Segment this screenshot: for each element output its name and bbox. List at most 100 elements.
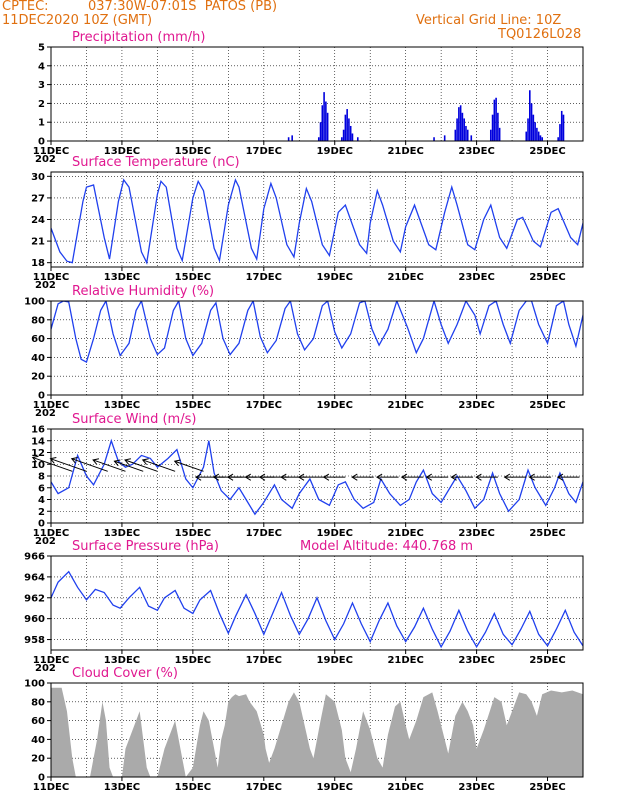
precip-bar [463,118,465,141]
x-tick-label: 25DEC [529,782,565,793]
x-tick-label: 13DEC [104,146,140,157]
panel-pressure: 958 960 962 964 966 11DEC 13DEC 15DEC 17DEC 19DEC… [24,539,584,674]
precip-bar [534,122,536,141]
y-tick-label: 4 [38,61,45,72]
y-tick-label: 958 [24,635,45,646]
panel-frame [50,300,584,396]
wind-vector [114,460,144,472]
y-tick-label: 3 [38,80,45,91]
wind-vector [124,459,158,472]
precip-bar [465,125,467,141]
y-tick-label: 14 [31,436,45,447]
wind-vector-head [280,473,287,481]
precip-bar [356,137,359,141]
precip-bar [541,137,544,141]
y-tick-label: 16 [31,425,45,436]
x-tick-label: 23DEC [458,782,494,793]
x-tick-label: 19DEC [317,272,353,283]
y-tick-label: 5 [38,43,45,54]
humidity-title: Relative Humidity (%) [72,284,214,299]
y-tick-label: 0 [38,519,45,530]
y-tick-label: 8 [38,472,45,483]
x-tick-label: 19DEC [317,400,353,411]
wind-vector-head [503,473,511,481]
precip-bar [456,118,458,141]
x-tick-label: 23DEC [458,400,494,411]
precip-bar [348,118,350,141]
y-tick-label: 0 [38,137,45,148]
wind-vector [142,459,176,472]
wind-vector-head [376,473,383,481]
x-tick-label: 25DEC [529,400,565,411]
precip-bar [498,127,501,141]
precip-bar [319,122,322,141]
precip-bar [489,129,492,141]
precip-bar [433,137,435,141]
wind-vector-head [400,473,408,481]
wind-vector-head [450,473,457,481]
wind-vector-head [297,473,305,481]
precip-bar [527,118,529,141]
x-tick-label: 23DEC [458,528,494,539]
precip-bar [491,114,494,141]
y-tick-label: 962 [24,593,45,604]
precip-bar [323,92,325,141]
precip-bar [537,131,540,141]
y-tick-label: 24 [31,215,45,226]
y-tick-label: 21 [31,237,45,248]
x-year-label: 202 [35,663,56,674]
x-tick-label: 15DEC [175,146,211,157]
model-altitude-label: Model Altitude: 440.768 m [300,539,473,554]
y-tick-label: 12 [31,448,45,459]
wind-vector [92,459,126,472]
x-tick-label: 19DEC [317,655,353,666]
y-tick-label: 40 [31,353,45,364]
precip-bar [530,103,533,141]
precip-bar [459,105,462,141]
wind-vector-head [113,459,121,467]
x-tick-label: 15DEC [175,782,211,793]
precip-bar [317,137,320,141]
y-tick-label: 2 [38,99,45,110]
x-tick-label: 21DEC [387,655,423,666]
header-grid-note: Vertical Grid Line: 10Z [416,13,562,28]
pressure-title: Surface Pressure (hPa) [72,539,219,554]
temperature-series-line [51,178,583,265]
panel-temperature: 18 21 24 27 30 11DEC 13DEC 15DEC 17DEC 19DEC 21DEC… [31,155,584,291]
precip-bar [470,135,473,141]
wind-series-line [51,438,583,516]
x-tick-label: 15DEC [175,272,211,283]
x-tick-label: 11DEC [33,655,69,666]
x-tick-label: 17DEC [246,528,282,539]
y-tick-label: 964 [24,572,45,583]
x-tick-label: 15DEC [175,655,211,666]
humidity-series-line [51,301,583,364]
wind-vector-head [322,473,330,481]
precip-bar [346,109,348,141]
y-tick-label: 40 [31,735,45,746]
x-tick-label: 17DEC [246,146,282,157]
temperature-title: Surface Temperature (nC) [72,155,240,170]
y-tick-label: 100 [24,679,45,690]
y-tick-label: 966 [24,552,45,563]
header-location: 037:30W-07:01S PATOS (PB) [88,0,278,14]
header-date: 11DEC2020 10Z (GMT) [2,13,153,28]
x-tick-label: 11DEC [33,146,69,157]
precip-bar [349,125,352,141]
x-tick-label: 17DEC [246,782,282,793]
x-year-label: 202 [35,280,56,291]
y-tick-label: 30 [31,172,45,183]
precip-bar [497,112,499,141]
x-tick-label: 15DEC [175,528,211,539]
x-year-label: 202 [35,154,56,165]
precip-bar [461,112,464,141]
precip-bar [493,99,496,141]
wind-vector [32,456,73,472]
panel-precip: 0 1 2 3 4 5 11DEC 13DEC 15DEC 17DEC 19DEC 21DEC 23DE… [33,30,584,165]
wind-vector-head [92,458,100,465]
y-tick-label: 0 [38,773,45,784]
x-tick-label: 23DEC [458,655,494,666]
precip-bar [559,124,561,141]
x-tick-label: 13DEC [104,655,140,666]
